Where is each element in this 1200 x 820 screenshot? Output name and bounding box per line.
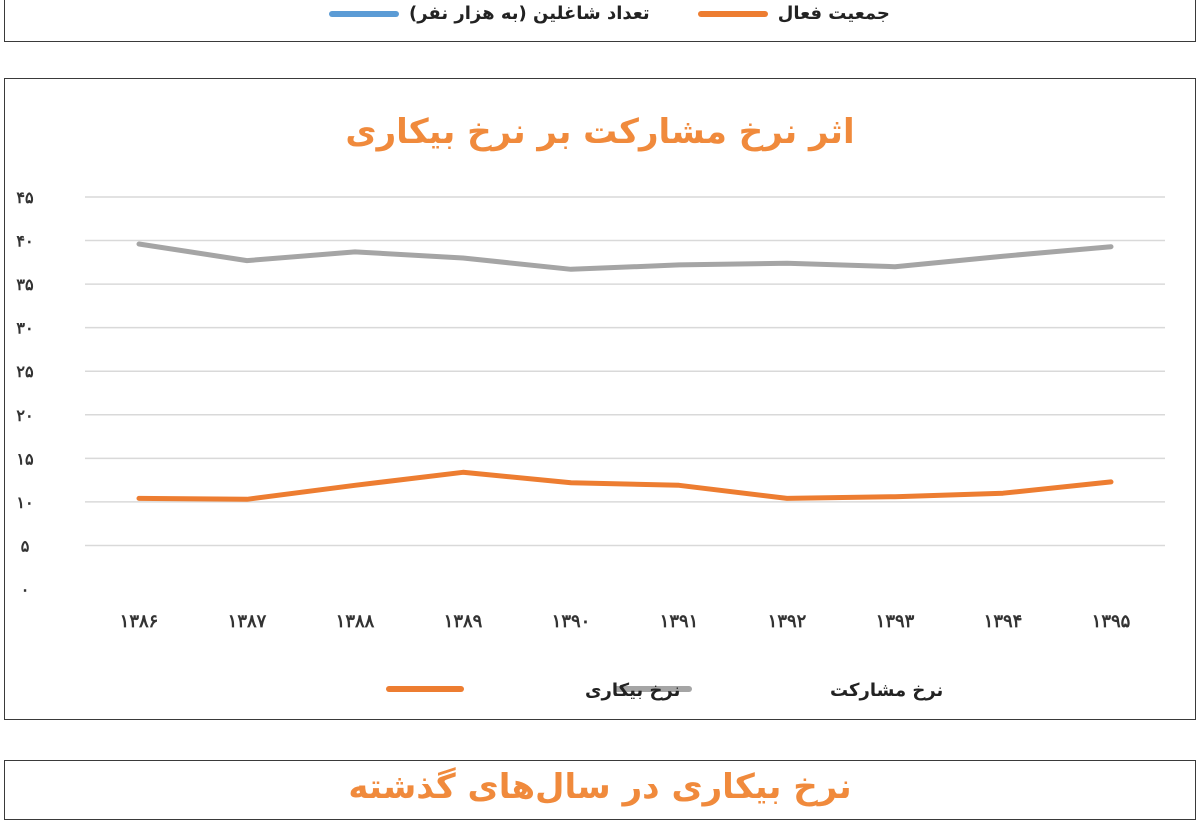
series-line-participation-rate xyxy=(136,241,1114,272)
y-tick-label: ۵ xyxy=(21,536,30,555)
top-legend: جمعیت فعال تعداد شاغلین (به هزار نفر) xyxy=(305,3,914,24)
x-tick-label: ۱۳۸۶ xyxy=(120,611,159,632)
y-tick-label: ۳۵ xyxy=(16,275,34,294)
y-tick-label: ۱۵ xyxy=(16,449,34,468)
y-tick-label: ۴۵ xyxy=(16,188,34,207)
x-tick-label: ۱۳۹۳ xyxy=(876,611,915,632)
chart-title: اثر نرخ مشارکت بر نرخ بیکاری xyxy=(345,112,854,152)
y-tick-label: ۲۵ xyxy=(16,362,34,381)
legend-label: نرخ مشارکت xyxy=(830,680,943,701)
x-tick-label: ۱۳۹۵ xyxy=(1092,611,1131,632)
line-chart: اثر نرخ مشارکت بر نرخ بیکاری ۰ ۵ ۱۰ ۱۵ ۲۰ ۲۵ ۳۰… xyxy=(16,112,1165,701)
x-tick-label: ۱۳۹۱ xyxy=(660,611,699,632)
legend-item-active-population: جمعیت فعال xyxy=(697,3,890,24)
x-tick-label: ۱۳۹۰ xyxy=(552,611,591,632)
y-tick-label: ۰ xyxy=(21,580,30,599)
y-tick-label: ۳۰ xyxy=(16,319,33,338)
x-tick-label: ۱۳۸۹ xyxy=(444,611,483,632)
legend-item-employed-count: تعداد شاغلین (به هزار نفر) xyxy=(329,3,650,24)
y-tick-label: ۴۰ xyxy=(16,232,33,251)
legend-label: نرخ بیکاری xyxy=(585,680,680,701)
x-tick-label: ۱۳۹۴ xyxy=(984,611,1023,632)
legend-swatch xyxy=(697,10,768,17)
legend-label: جمعیت فعال xyxy=(777,3,890,24)
x-tick-label: ۱۳۹۲ xyxy=(768,611,807,632)
legend-label: تعداد شاغلین (به هزار نفر) xyxy=(409,3,650,24)
chart-panel: اثر نرخ مشارکت بر نرخ بیکاری ۰ ۵ ۱۰ ۱۵ ۲۰ ۲۵ ۳۰… xyxy=(4,78,1196,720)
top-legend-panel: جمعیت فعال تعداد شاغلین (به هزار نفر) xyxy=(4,0,1196,42)
bottom-chart-title: نرخ بیکاری در سال‌های گذشته xyxy=(348,767,852,807)
x-tick-label: ۱۳۸۷ xyxy=(228,611,267,632)
series-line-unemployment-rate xyxy=(136,469,1114,502)
y-tick-label: ۱۰ xyxy=(16,493,33,512)
y-tick-label: ۲۰ xyxy=(16,406,33,425)
x-tick-label: ۱۳۸۸ xyxy=(336,611,375,632)
legend-swatch xyxy=(329,10,399,17)
bottom-chart-panel: نرخ بیکاری در سال‌های گذشته xyxy=(4,760,1196,820)
